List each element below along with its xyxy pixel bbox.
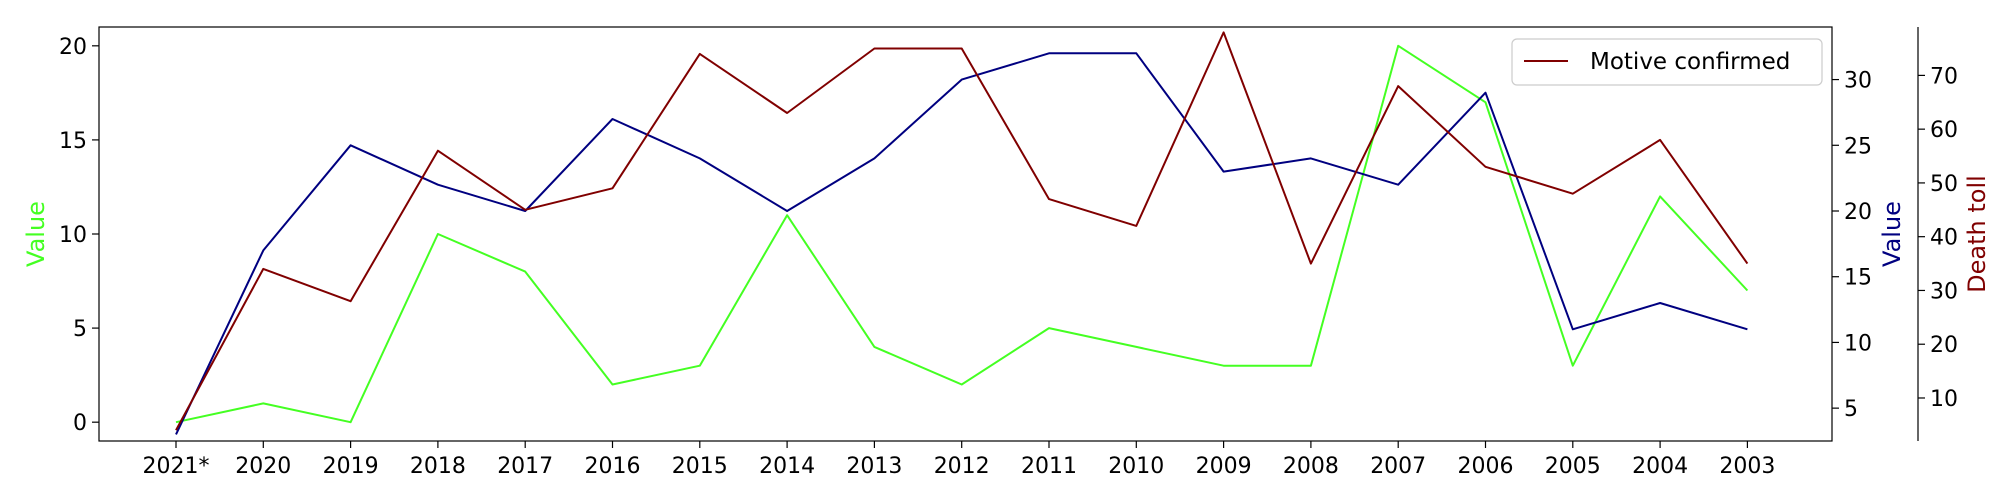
x-tick-label: 2019 <box>323 454 379 479</box>
x-tick-label: 2016 <box>585 454 641 479</box>
x-tick-label: 2004 <box>1632 454 1688 479</box>
y-right-1-tick-label: 25 <box>1844 134 1872 159</box>
x-tick-label: 2010 <box>1108 454 1164 479</box>
plot-area <box>98 26 1833 442</box>
legend: Motive confirmed <box>1511 38 1823 86</box>
x-tick-label: 2007 <box>1370 454 1426 479</box>
y-left-tick-label: 15 <box>59 129 87 154</box>
y-axis-left: 0 5 10 15 20 <box>59 35 99 436</box>
x-tick-label: 2012 <box>934 454 990 479</box>
y-right-1-tick-label: 15 <box>1844 266 1872 291</box>
y-right-1-tick-label: 10 <box>1844 331 1872 356</box>
y-right-2-tick-label: 20 <box>1930 333 1958 358</box>
x-axis: 2021* 2020 2019 2018 2017 2016 2015 2014 2013 201… <box>143 441 1775 479</box>
legend-box <box>1511 38 1823 86</box>
series-line-2 <box>175 52 1748 435</box>
legend-label: Motive confirmed <box>1590 49 1790 75</box>
y-right-2-tick-label: 60 <box>1930 118 1958 143</box>
y-axis-right-1: 5 10 15 20 25 30 <box>1832 69 1872 422</box>
x-tick-label: 2020 <box>235 454 291 479</box>
y-right-1-tick-label: 20 <box>1844 200 1872 225</box>
series-line-1 <box>175 44 1749 424</box>
y-axis-right-1-title: Value <box>1878 201 1906 267</box>
x-tick-label: 2013 <box>846 454 902 479</box>
x-tick-label: 2015 <box>672 454 728 479</box>
y-right-2-tick-label: 70 <box>1930 64 1958 89</box>
x-tick-label: 2011 <box>1021 454 1077 479</box>
x-tick-label: 2008 <box>1283 454 1339 479</box>
y-right-1-tick-label: 30 <box>1844 69 1872 94</box>
y-right-2-tick-label: 10 <box>1930 387 1958 412</box>
y-left-tick-label: 20 <box>59 35 87 60</box>
series-line-3 <box>175 31 1749 431</box>
y-right-2-tick-label: 30 <box>1930 279 1958 304</box>
y-right-2-tick-label: 50 <box>1930 172 1958 197</box>
y-right-2-tick-label: 40 <box>1930 226 1958 251</box>
y-axis-left-title: Value <box>22 201 50 267</box>
x-tick-label: 2005 <box>1545 454 1601 479</box>
x-tick-label: 2021* <box>143 454 210 479</box>
x-tick-label: 2003 <box>1719 454 1775 479</box>
x-tick-label: 2014 <box>759 454 815 479</box>
y-left-tick-label: 5 <box>73 317 87 342</box>
x-tick-label: 2018 <box>410 454 466 479</box>
y-left-tick-label: 10 <box>59 223 87 248</box>
x-tick-label: 2017 <box>497 454 553 479</box>
y-axis-right-2-title: Death toll <box>1963 175 1991 293</box>
y-axis-right-2: 10 20 30 40 50 60 70 <box>1917 27 1958 441</box>
x-tick-label: 2006 <box>1458 454 1514 479</box>
y-left-tick-label: 0 <box>73 411 87 436</box>
x-tick-label: 2009 <box>1196 454 1252 479</box>
series-layer <box>175 31 1749 435</box>
y-right-1-tick-label: 5 <box>1844 397 1858 422</box>
